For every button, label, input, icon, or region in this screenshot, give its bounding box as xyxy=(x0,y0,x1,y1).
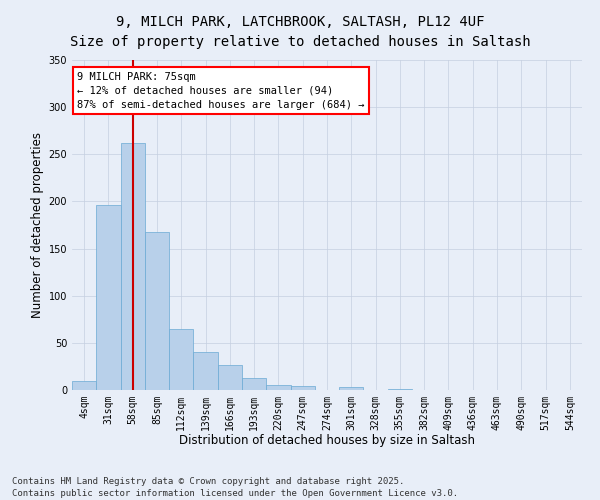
Text: Contains HM Land Registry data © Crown copyright and database right 2025.
Contai: Contains HM Land Registry data © Crown c… xyxy=(12,476,458,498)
Y-axis label: Number of detached properties: Number of detached properties xyxy=(31,132,44,318)
Text: 9 MILCH PARK: 75sqm
← 12% of detached houses are smaller (94)
87% of semi-detach: 9 MILCH PARK: 75sqm ← 12% of detached ho… xyxy=(77,72,365,110)
Text: Size of property relative to detached houses in Saltash: Size of property relative to detached ho… xyxy=(70,35,530,49)
Bar xyxy=(145,232,169,390)
Bar xyxy=(290,386,315,390)
Bar xyxy=(193,352,218,390)
Text: 9, MILCH PARK, LATCHBROOK, SALTASH, PL12 4UF: 9, MILCH PARK, LATCHBROOK, SALTASH, PL12… xyxy=(116,15,484,29)
X-axis label: Distribution of detached houses by size in Saltash: Distribution of detached houses by size … xyxy=(179,434,475,448)
Bar xyxy=(96,205,121,390)
Bar xyxy=(242,378,266,390)
Bar xyxy=(266,386,290,390)
Bar xyxy=(121,143,145,390)
Bar xyxy=(339,387,364,390)
Bar xyxy=(169,328,193,390)
Bar xyxy=(72,380,96,390)
Bar xyxy=(388,389,412,390)
Bar xyxy=(218,364,242,390)
